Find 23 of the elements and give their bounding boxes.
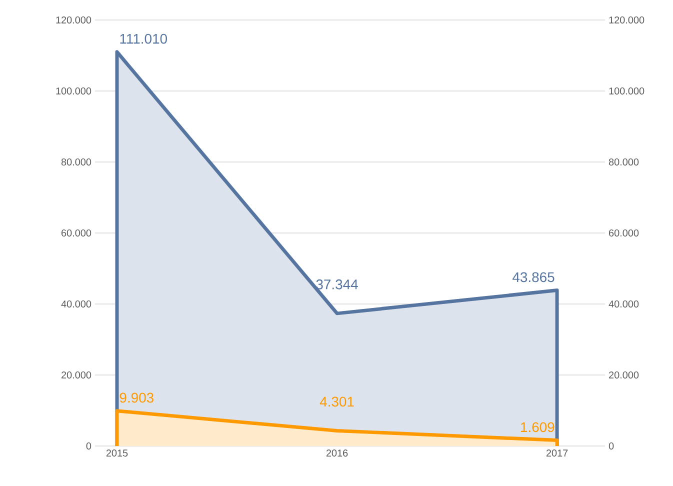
x-tick-label: 2017 <box>546 450 568 457</box>
data-label: 43.865 <box>512 272 554 282</box>
y-tick-label: 80.000 <box>61 158 92 166</box>
y2-tick-label: 80.000 <box>608 158 639 166</box>
y2-tick-label: 60.000 <box>609 229 639 237</box>
y2-tick-label: 40.000 <box>608 300 639 308</box>
x-tick-label: 2015 <box>106 450 128 457</box>
y-tick-label: 60.000 <box>62 229 92 237</box>
y2-tick-label: 120.000 <box>609 16 644 24</box>
y2-tick-label: 0 <box>608 442 614 450</box>
data-label: 111.010 <box>120 34 167 44</box>
data-label: 37.344 <box>316 279 358 290</box>
y-tick-label: 120.000 <box>56 16 92 24</box>
y-tick-label: 20.000 <box>62 371 92 379</box>
x-tick-label: 2016 <box>326 450 348 457</box>
y2-tick-label: 20.000 <box>609 371 639 379</box>
data-label: 4.301 <box>320 396 354 407</box>
y-tick-label: 0 <box>86 442 92 450</box>
y-tick-label: 40.000 <box>61 300 92 308</box>
data-label: 9.903 <box>120 392 154 403</box>
y2-tick-label: 100.000 <box>609 87 644 95</box>
y-tick-label: 100.000 <box>56 87 92 95</box>
data-label: 1.609 <box>521 422 554 432</box>
